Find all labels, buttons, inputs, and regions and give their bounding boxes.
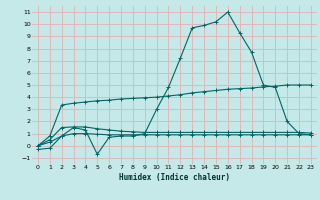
X-axis label: Humidex (Indice chaleur): Humidex (Indice chaleur) (119, 173, 230, 182)
